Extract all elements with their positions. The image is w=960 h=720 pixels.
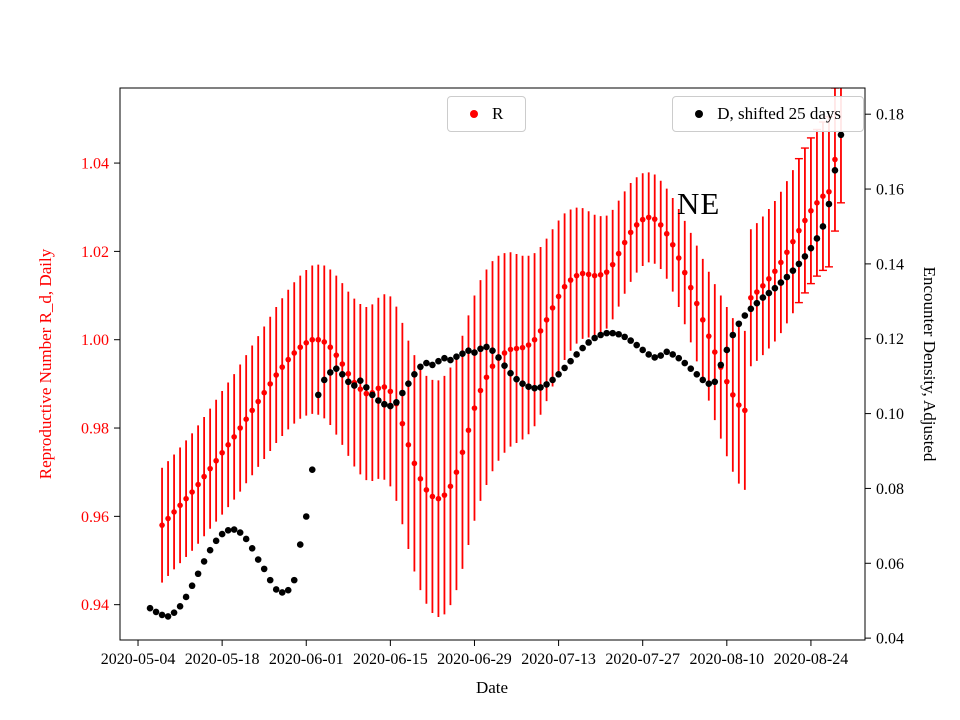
axes-group: 0.94 0.96 0.98 1.00 1.02 1.04 0.04 0.06 0.08 0.10… bbox=[81, 87, 904, 668]
r-points-group bbox=[159, 131, 844, 528]
svg-text:1.02: 1.02 bbox=[81, 244, 109, 261]
svg-text:2020-05-18: 2020-05-18 bbox=[185, 651, 260, 668]
svg-text:0.94: 0.94 bbox=[81, 597, 109, 614]
svg-text:2020-07-13: 2020-07-13 bbox=[521, 651, 596, 668]
svg-text:0.04: 0.04 bbox=[876, 631, 904, 648]
svg-text:0.06: 0.06 bbox=[876, 556, 904, 573]
svg-text:2020-08-24: 2020-08-24 bbox=[774, 651, 849, 668]
d-points-group bbox=[146, 131, 845, 620]
region-annotation: NE bbox=[677, 186, 721, 221]
svg-text:0.10: 0.10 bbox=[876, 406, 904, 423]
error-bars-group bbox=[161, 88, 845, 618]
legend-d-label: D, shifted 25 days bbox=[717, 104, 841, 123]
right-axis-title: Encounter Density, Adjusted bbox=[920, 266, 939, 462]
svg-text:2020-06-29: 2020-06-29 bbox=[437, 651, 512, 668]
svg-text:2020-06-15: 2020-06-15 bbox=[353, 651, 428, 668]
legend-d: D, shifted 25 days bbox=[672, 96, 864, 132]
svg-text:0.16: 0.16 bbox=[876, 182, 904, 199]
svg-text:0.14: 0.14 bbox=[876, 256, 904, 273]
svg-text:2020-08-10: 2020-08-10 bbox=[689, 651, 764, 668]
svg-text:2020-07-27: 2020-07-27 bbox=[605, 651, 680, 668]
x-axis-title: Date bbox=[475, 678, 509, 697]
svg-text:0.12: 0.12 bbox=[876, 331, 904, 348]
svg-text:2020-06-01: 2020-06-01 bbox=[269, 651, 344, 668]
legend-r-marker-icon bbox=[470, 110, 478, 118]
svg-text:0.98: 0.98 bbox=[81, 421, 109, 438]
legend-r: R bbox=[447, 96, 527, 132]
svg-text:0.08: 0.08 bbox=[876, 481, 904, 498]
legend-d-marker-icon bbox=[695, 110, 704, 118]
svg-text:0.18: 0.18 bbox=[876, 107, 904, 124]
left-axis-title: Reproductive Number R_d, Daily bbox=[36, 248, 55, 480]
svg-text:1.04: 1.04 bbox=[81, 156, 109, 173]
svg-text:1.00: 1.00 bbox=[81, 332, 109, 349]
svg-text:2020-05-04: 2020-05-04 bbox=[101, 651, 176, 668]
legend-r-label: R bbox=[492, 104, 504, 123]
svg-text:0.96: 0.96 bbox=[81, 509, 109, 526]
